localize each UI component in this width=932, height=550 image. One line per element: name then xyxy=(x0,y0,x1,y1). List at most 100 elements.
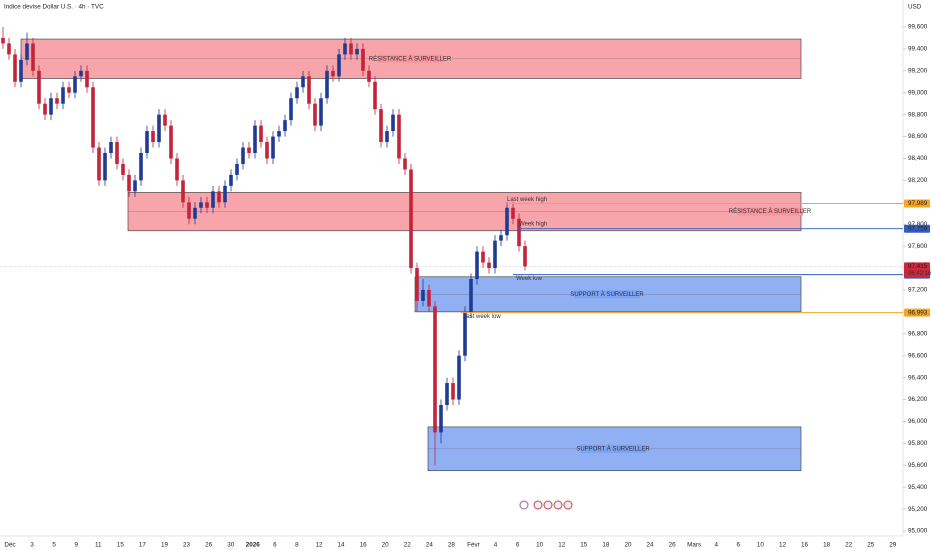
y-tick-label: 98,400 xyxy=(908,155,928,162)
candle-body xyxy=(181,180,185,203)
x-tick-label: 3 xyxy=(30,542,34,549)
zone-label-bg xyxy=(737,207,803,216)
x-tick-label: 20 xyxy=(382,542,390,549)
candle-body xyxy=(475,251,479,279)
candle-body xyxy=(19,59,23,82)
y-tick-label: 96,200 xyxy=(908,396,928,403)
y-tick-label: 98,600 xyxy=(908,133,928,140)
x-tick-label: 22 xyxy=(845,542,853,549)
candle-body xyxy=(271,136,275,159)
candle-body xyxy=(253,125,257,153)
candle-body xyxy=(175,158,179,181)
candle-body xyxy=(211,191,215,208)
x-tick-label: 17 xyxy=(139,542,147,549)
candle-body xyxy=(367,70,371,82)
candle-body xyxy=(379,109,383,143)
candle-body xyxy=(415,268,419,301)
candle-body xyxy=(37,70,41,104)
zone-label-bg xyxy=(580,444,646,453)
x-tick-label: 14 xyxy=(338,542,346,549)
level-name: Last week high xyxy=(507,197,547,203)
y-tick-label: 96,400 xyxy=(908,374,928,381)
x-tick-label: 26 xyxy=(669,542,677,549)
x-tick-label: 2026 xyxy=(246,542,261,549)
y-tick-label: 98,800 xyxy=(908,111,928,118)
x-tick-label: 12 xyxy=(779,542,787,549)
x-tick-label: Févr xyxy=(467,542,480,549)
level-tag xyxy=(904,224,930,233)
candle-body xyxy=(337,54,341,77)
x-tick-label: 25 xyxy=(867,542,875,549)
x-tick-label: 19 xyxy=(161,542,169,549)
y-tick-label: 97,800 xyxy=(908,221,928,228)
x-tick-label: Mars xyxy=(687,542,701,549)
x-tick-label: 24 xyxy=(426,542,434,549)
candle-body xyxy=(325,70,329,99)
candle-body xyxy=(433,306,437,433)
candle-body xyxy=(133,180,137,192)
candle-body xyxy=(55,98,59,104)
candle-body xyxy=(145,131,149,153)
candle-body xyxy=(163,114,167,126)
candle-body xyxy=(67,87,71,93)
y-tick-label: 99,400 xyxy=(908,46,928,53)
chart-title: Indice devise Dollar U.S. · 4h · TVC xyxy=(4,4,104,11)
candle-body xyxy=(85,70,89,88)
candle-body xyxy=(13,54,17,82)
candle-body xyxy=(283,120,287,132)
x-tick-label: 9 xyxy=(74,542,78,549)
event-icons xyxy=(519,500,573,510)
level-tag-label: 96,993 xyxy=(908,309,928,316)
x-tick-label: 4 xyxy=(494,542,498,549)
y-tick-label: 98,200 xyxy=(908,177,928,184)
x-tick-label: 15 xyxy=(580,542,588,549)
candle-body xyxy=(331,70,335,77)
x-tick-label: 10 xyxy=(536,542,544,549)
zone-label-bg xyxy=(377,54,443,63)
candle-body xyxy=(439,405,443,433)
x-tick-label: 8 xyxy=(295,542,299,549)
candle-body xyxy=(343,43,347,55)
zone-label: SUPPORT À SURVEILLER xyxy=(576,445,650,452)
x-tick-label: 11 xyxy=(95,542,102,549)
y-tick-label: 97,600 xyxy=(908,243,928,250)
candle-body xyxy=(151,131,155,143)
y-tick-label: 96,800 xyxy=(908,330,928,337)
candle-body xyxy=(427,289,431,307)
countdown: 06:42:16 xyxy=(908,271,932,277)
candle-body xyxy=(223,185,227,203)
candle-body xyxy=(121,163,125,175)
candle-body xyxy=(403,158,407,170)
candle-body xyxy=(115,142,119,164)
x-tick-label: 20 xyxy=(624,542,632,549)
event-icon xyxy=(563,500,573,510)
candle-body xyxy=(277,131,281,137)
candle-body xyxy=(235,163,239,175)
y-tick-label: 95,600 xyxy=(908,462,928,469)
x-tick-label: 4 xyxy=(714,542,718,549)
candle-body xyxy=(385,131,389,143)
level-tag xyxy=(904,308,930,317)
candle-body xyxy=(373,81,377,110)
candle-body xyxy=(7,43,11,55)
candle-body xyxy=(259,125,263,143)
candle-body xyxy=(301,76,305,88)
zone-label: SUPPORT À SURVEILLER xyxy=(570,291,644,298)
candle-body xyxy=(487,262,491,269)
candle-body xyxy=(157,114,161,143)
candle-body xyxy=(469,279,473,312)
zone-label: RÉSISTANCE À SURVEILLER xyxy=(369,55,452,62)
candle-body xyxy=(289,98,293,121)
y-tick-label: 99,000 xyxy=(908,89,928,96)
y-tick-label: 99,200 xyxy=(908,67,928,74)
candle-body xyxy=(313,103,317,126)
event-icon xyxy=(553,500,563,510)
event-icon xyxy=(519,500,529,510)
level-tag-label: 97,989 xyxy=(908,200,928,207)
x-tick-label: Déc xyxy=(4,542,15,549)
x-tick-label: 23 xyxy=(183,542,191,549)
x-tick-label: 10 xyxy=(757,542,765,549)
candle-body xyxy=(451,383,455,400)
x-tick-label: 28 xyxy=(448,542,456,549)
candle-body xyxy=(247,147,251,153)
